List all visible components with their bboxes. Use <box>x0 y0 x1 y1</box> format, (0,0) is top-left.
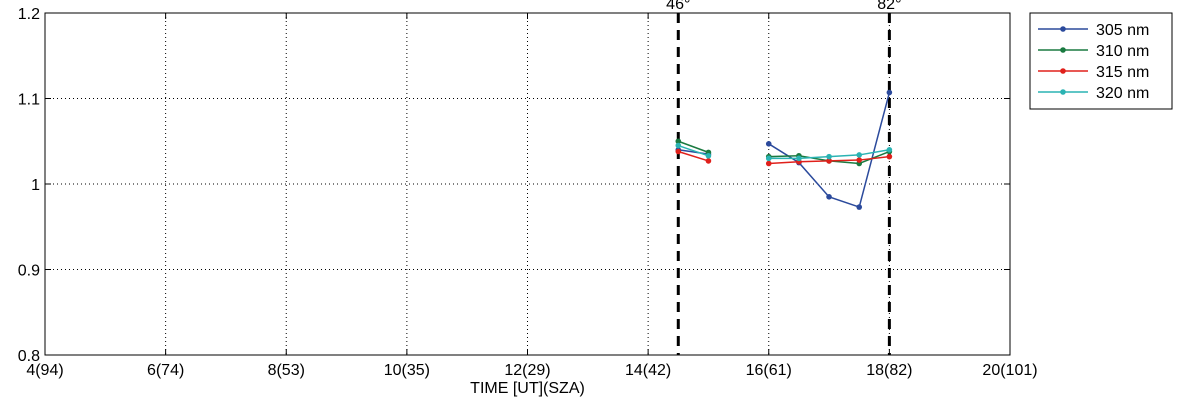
legend-item: 320 nm <box>1038 85 1149 102</box>
reference-lines: 46° 82° <box>666 0 901 355</box>
reference-line-label: 46° <box>666 0 690 13</box>
data-point <box>765 141 772 147</box>
legend-label: 310 nm <box>1096 43 1149 60</box>
x-tick-label: 8(53) <box>268 362 305 379</box>
x-tick-label: 20(101) <box>982 362 1037 379</box>
y-tick-label: 0.8 <box>18 348 40 365</box>
reference-line-label: 82° <box>877 0 901 13</box>
legend-swatch-marker <box>1060 89 1066 95</box>
x-tick-label: 16(61) <box>746 362 792 379</box>
data-point <box>886 89 893 96</box>
x-axis-label: TIME [UT](SZA) <box>470 380 585 397</box>
legend-item: 315 nm <box>1038 64 1149 81</box>
x-tick-label: 4(94) <box>26 362 63 379</box>
axis-ticks: 4(94) 6(74) 8(53) 10(35) 12(29) 14(42) 16(61) 1… <box>18 6 1038 379</box>
legend-swatch-marker <box>1060 26 1066 32</box>
x-tick-label: 12(29) <box>504 362 550 379</box>
data-point <box>675 138 682 145</box>
legend-label: 315 nm <box>1096 64 1149 81</box>
x-tick-label: 10(35) <box>384 362 430 379</box>
data-point <box>765 155 772 162</box>
x-tick-label: 14(42) <box>625 362 671 379</box>
y-tick-label: 1 <box>31 177 40 194</box>
data-point <box>826 158 832 164</box>
legend-item: 305 nm <box>1038 22 1149 39</box>
series-line <box>768 92 891 209</box>
data-point <box>856 157 863 163</box>
series-group <box>675 89 893 210</box>
data-point <box>675 148 682 155</box>
data-point <box>826 194 832 200</box>
data-point <box>796 155 802 162</box>
series-line <box>678 144 709 157</box>
x-tick-label: 18(82) <box>866 362 912 379</box>
data-point <box>886 147 893 153</box>
legend-swatch-marker <box>1060 68 1066 74</box>
series-320-nm <box>675 142 893 162</box>
data-point <box>856 152 863 158</box>
legend-label: 305 nm <box>1096 22 1149 39</box>
legend-label: 320 nm <box>1096 85 1149 102</box>
series-line <box>678 150 709 162</box>
series-line <box>678 140 709 154</box>
y-tick-label: 0.9 <box>18 263 40 280</box>
data-point <box>765 160 772 167</box>
series-315-nm <box>675 148 893 167</box>
data-point <box>705 152 712 159</box>
grid-lines <box>45 13 1010 355</box>
data-point <box>886 153 893 160</box>
y-tick-label: 1.2 <box>18 6 40 23</box>
data-point <box>826 153 832 160</box>
data-point <box>705 158 712 164</box>
legend-item: 310 nm <box>1038 43 1149 60</box>
legend: 305 nm 310 nm 315 nm 320 nm <box>1029 12 1173 110</box>
legend-swatch-marker <box>1060 47 1066 53</box>
data-point <box>856 204 863 210</box>
data-point <box>675 142 682 149</box>
x-tick-label: 6(74) <box>147 362 184 379</box>
y-tick-label: 1.1 <box>18 92 40 109</box>
